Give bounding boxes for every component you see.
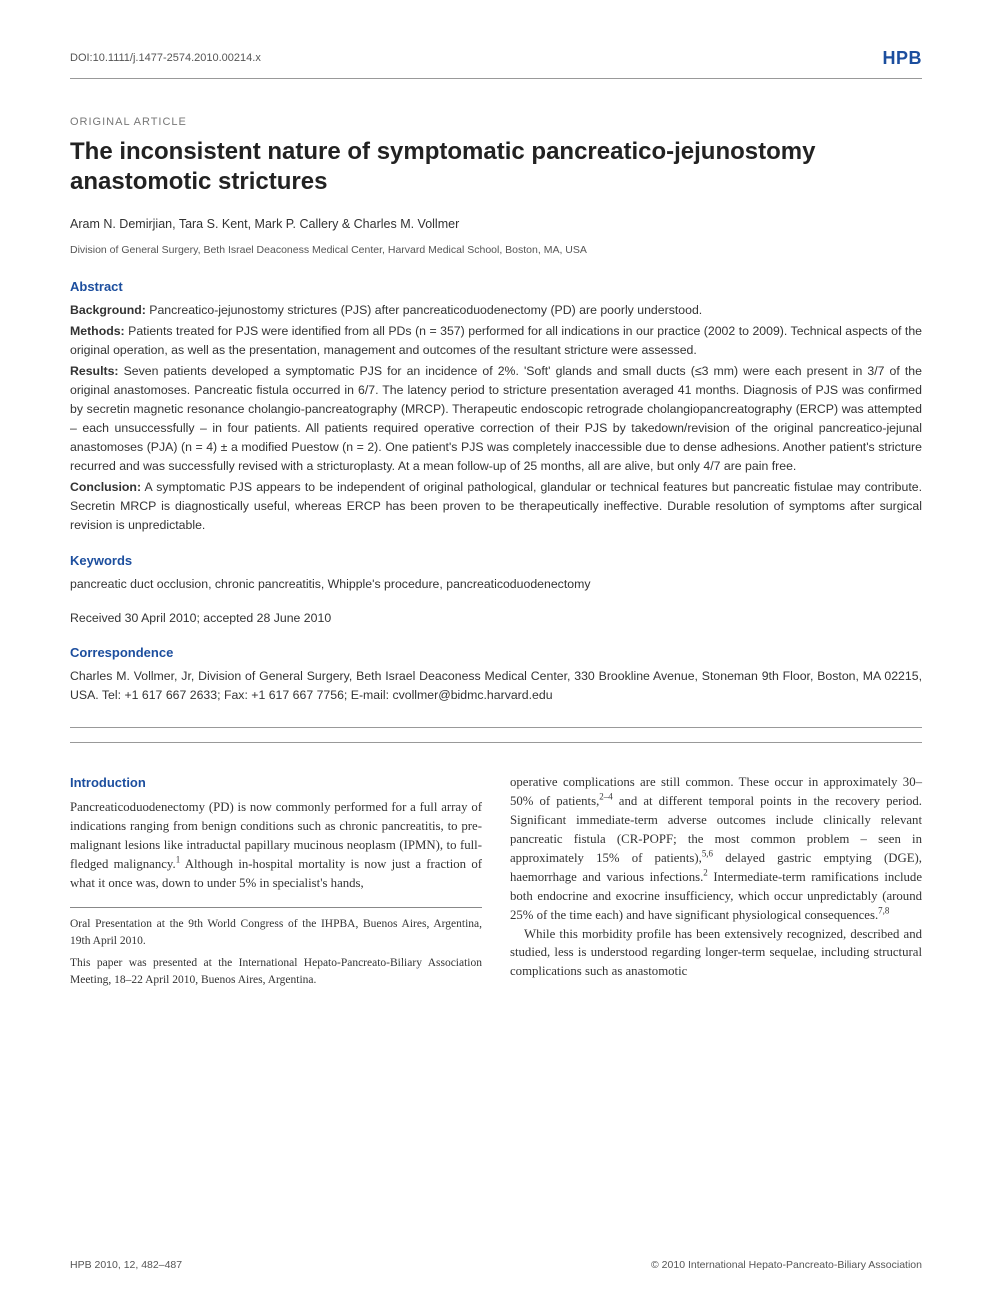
doi-text: DOI:10.1111/j.1477-2574.2010.00214.x bbox=[70, 50, 261, 67]
keywords-text: pancreatic duct occlusion, chronic pancr… bbox=[70, 575, 922, 593]
body-paragraph-2: While this morbidity profile has been ex… bbox=[510, 925, 922, 982]
divider-rule bbox=[70, 727, 922, 728]
abstract-methods: Methods: Patients treated for PJS were i… bbox=[70, 322, 922, 360]
citation-sup: 5,6 bbox=[702, 849, 713, 859]
journal-logo: HPB bbox=[882, 45, 922, 72]
header-bar: DOI:10.1111/j.1477-2574.2010.00214.x HPB bbox=[70, 45, 922, 79]
footer-bar: HPB 2010, 12, 482–487 © 2010 Internation… bbox=[70, 1258, 922, 1274]
background-text: Pancreatico-jejunostomy strictures (PJS)… bbox=[146, 303, 702, 317]
left-column: Introduction Pancreaticoduodenectomy (PD… bbox=[70, 773, 482, 995]
article-type-label: ORIGINAL ARTICLE bbox=[70, 114, 922, 131]
article-title: The inconsistent nature of symptomatic p… bbox=[70, 137, 922, 197]
footer-left: HPB 2010, 12, 482–487 bbox=[70, 1258, 182, 1274]
abstract-section: Abstract Background: Pancreatico-jejunos… bbox=[70, 277, 922, 535]
received-dates: Received 30 April 2010; accepted 28 June… bbox=[70, 609, 922, 627]
footer-right: © 2010 International Hepato-Pancreato-Bi… bbox=[651, 1258, 922, 1274]
abstract-conclusion: Conclusion: A symptomatic PJS appears to… bbox=[70, 478, 922, 535]
correspondence-heading: Correspondence bbox=[70, 643, 922, 663]
methods-text: Patients treated for PJS were identified… bbox=[70, 324, 922, 357]
methods-label: Methods: bbox=[70, 324, 125, 338]
author-list: Aram N. Demirjian, Tara S. Kent, Mark P.… bbox=[70, 215, 922, 234]
footnote-presentation-2: This paper was presented at the Internat… bbox=[70, 955, 482, 988]
footnote-rule bbox=[70, 907, 482, 908]
body-paragraph-1: operative complications are still common… bbox=[510, 773, 922, 925]
background-label: Background: bbox=[70, 303, 146, 317]
citation-sup: 2–4 bbox=[599, 792, 612, 802]
abstract-background: Background: Pancreatico-jejunostomy stri… bbox=[70, 301, 922, 320]
correspondence-text: Charles M. Vollmer, Jr, Division of Gene… bbox=[70, 667, 922, 705]
intro-paragraph: Pancreaticoduodenectomy (PD) is now comm… bbox=[70, 798, 482, 893]
keywords-section: Keywords pancreatic duct occlusion, chro… bbox=[70, 551, 922, 593]
body-columns: Introduction Pancreaticoduodenectomy (PD… bbox=[70, 773, 922, 995]
introduction-heading: Introduction bbox=[70, 773, 482, 792]
citation-sup: 7,8 bbox=[878, 905, 889, 915]
affiliation-text: Division of General Surgery, Beth Israel… bbox=[70, 243, 922, 259]
keywords-heading: Keywords bbox=[70, 551, 922, 571]
results-text: Seven patients developed a symptomatic P… bbox=[70, 364, 922, 473]
abstract-results: Results: Seven patients developed a symp… bbox=[70, 362, 922, 476]
conclusion-label: Conclusion: bbox=[70, 480, 141, 494]
results-label: Results: bbox=[70, 364, 119, 378]
footnote-presentation-1: Oral Presentation at the 9th World Congr… bbox=[70, 916, 482, 949]
correspondence-section: Correspondence Charles M. Vollmer, Jr, D… bbox=[70, 643, 922, 705]
conclusion-text: A symptomatic PJS appears to be independ… bbox=[70, 480, 922, 532]
right-column: operative complications are still common… bbox=[510, 773, 922, 995]
divider-rule bbox=[70, 742, 922, 743]
abstract-heading: Abstract bbox=[70, 277, 922, 297]
